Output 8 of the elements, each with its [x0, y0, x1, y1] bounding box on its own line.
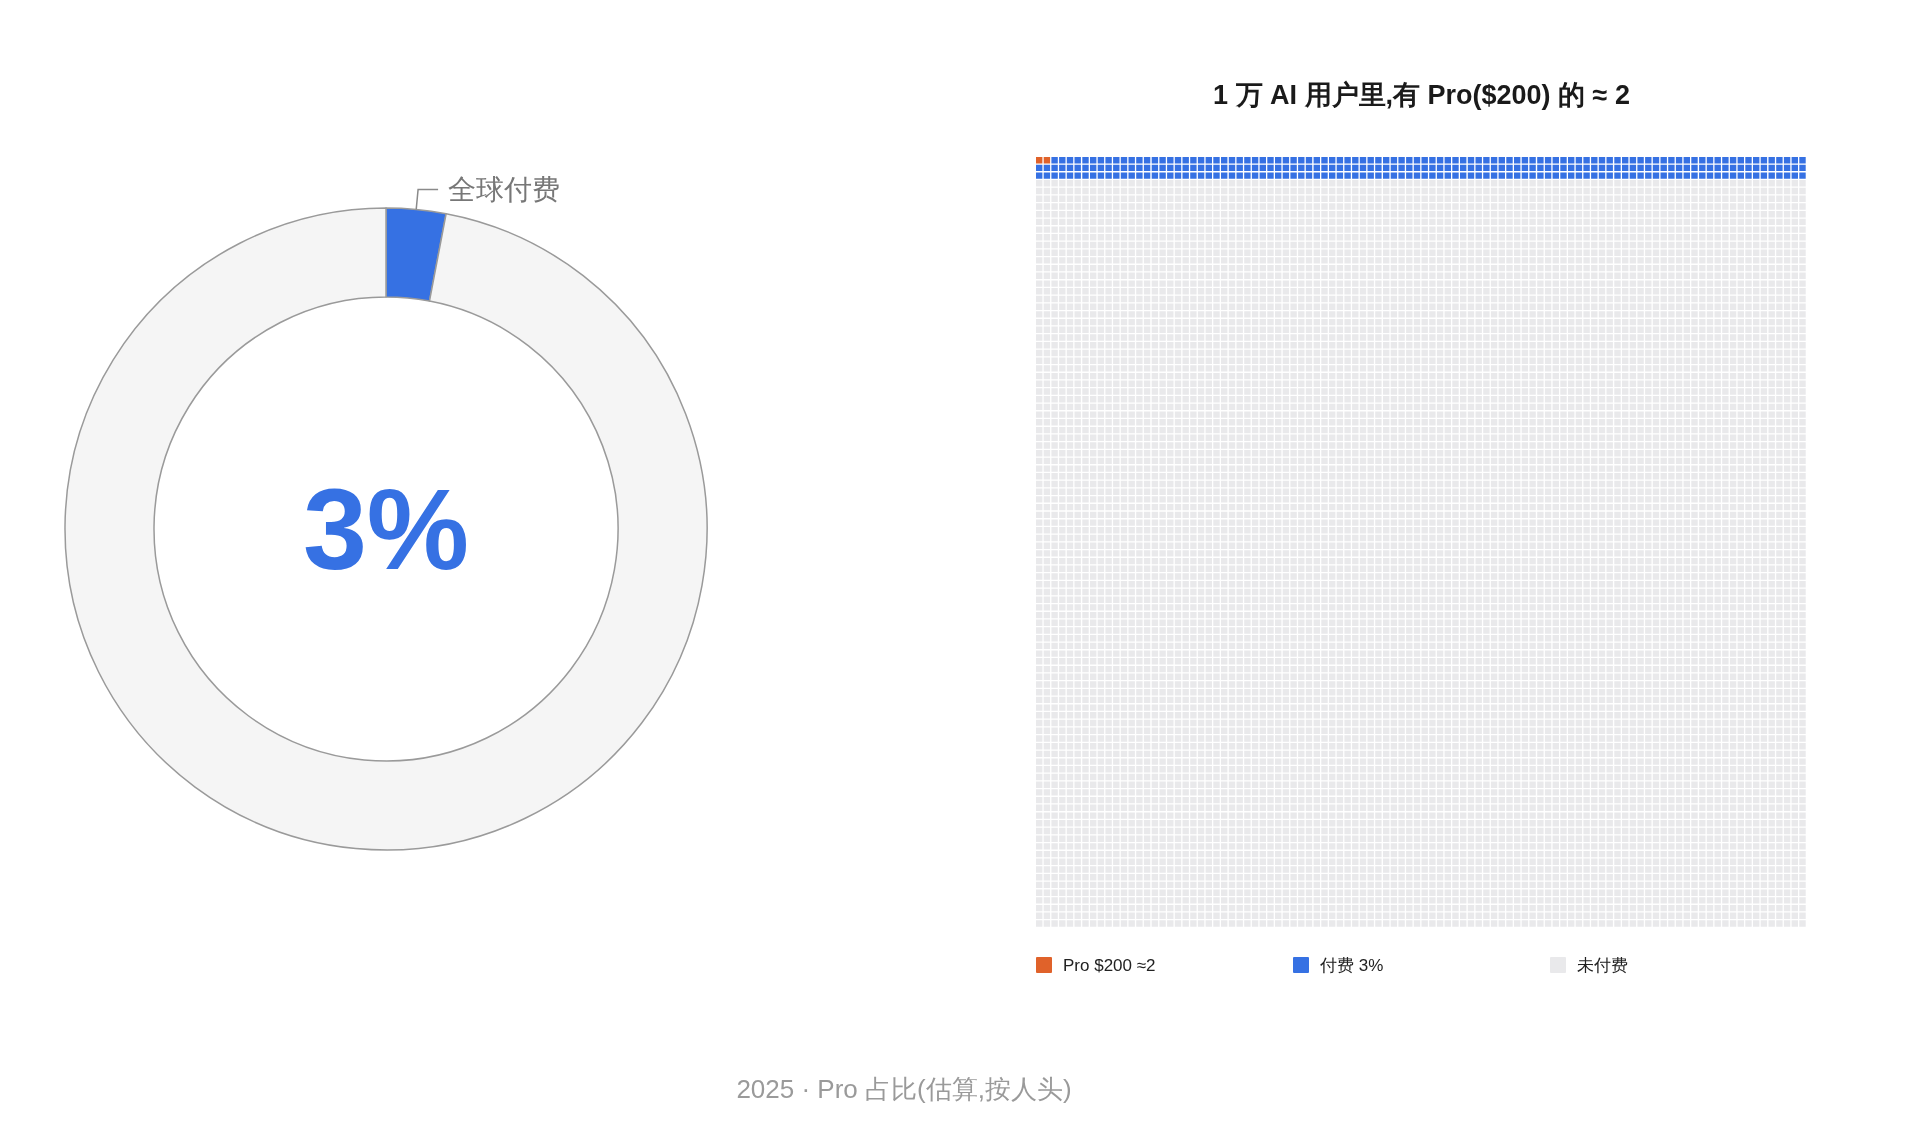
text: 1 万 AI 用户里,有 Pro($200) 的 ≈ 2 [1213, 80, 1630, 110]
donut-slice [64, 207, 708, 851]
text: 2025 · Pro 占比(估算,按人头) [736, 1074, 1072, 1104]
slice-label: 全球付费 [448, 173, 561, 205]
category-label: 付费 3% [1319, 956, 1384, 975]
text: 3% [302, 465, 470, 593]
category-label: Pro $200 ≈2 [1063, 956, 1156, 975]
category-label: 未付费 [1577, 956, 1628, 975]
